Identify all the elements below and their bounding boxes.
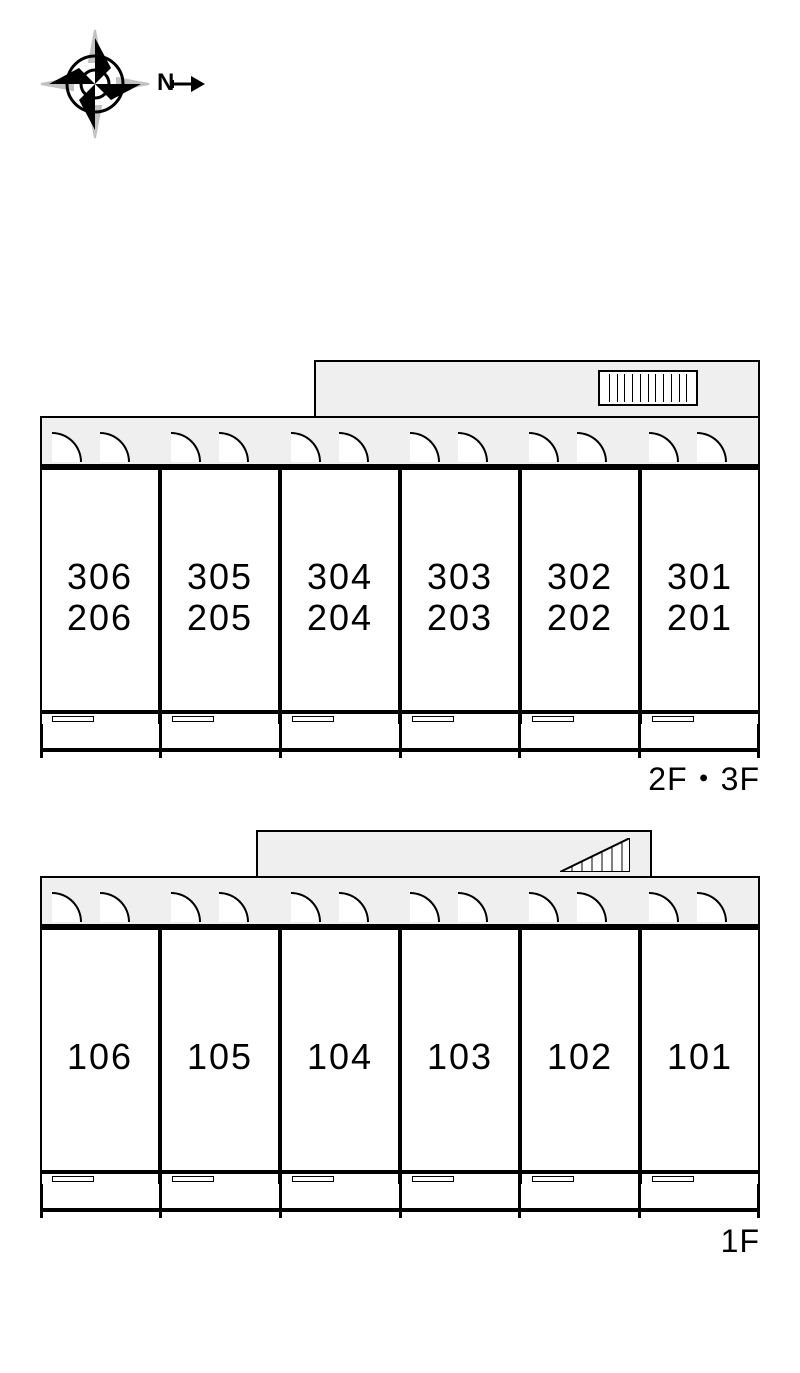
unit-number: 301 <box>667 556 733 597</box>
floor-label-upper: 2F・3F <box>648 754 760 800</box>
compass-svg: N <box>35 24 205 154</box>
unit-number: 204 <box>307 597 373 638</box>
door-arc <box>339 892 369 922</box>
door-arc <box>458 892 488 922</box>
unit-number: 103 <box>427 1036 493 1077</box>
door-arc <box>649 892 679 922</box>
compass: N <box>35 24 205 159</box>
unit-number: 201 <box>667 597 733 638</box>
unit-number: 304 <box>307 556 373 597</box>
units-row-lower: 106 105 104 103 102 101 <box>40 924 760 1184</box>
unit-105: 105 <box>162 924 282 1184</box>
door-arc <box>697 892 727 922</box>
unit-number: 101 <box>667 1036 733 1077</box>
unit-306-206: 306 206 <box>42 464 162 724</box>
units-row-upper: 306 206 305 205 304 204 303 203 302 202 … <box>40 464 760 724</box>
unit-number: 306 <box>67 556 133 597</box>
door-arc <box>697 432 727 462</box>
topbar-lower <box>40 830 760 876</box>
door-arc <box>100 432 130 462</box>
door-arc <box>339 432 369 462</box>
north-arrow: N <box>157 69 205 96</box>
door-arc <box>171 432 201 462</box>
door-arc <box>100 892 130 922</box>
unit-301-201: 301 201 <box>642 464 758 724</box>
stair-upper <box>598 370 698 406</box>
unit-number: 203 <box>427 597 493 638</box>
unit-number: 106 <box>67 1036 133 1077</box>
unit-304-204: 304 204 <box>282 464 402 724</box>
corridor-lower <box>40 876 760 924</box>
stair-lower <box>560 838 630 872</box>
door-arc <box>52 432 82 462</box>
topbar-upper <box>40 360 760 416</box>
door-arc <box>52 892 82 922</box>
door-arc <box>529 892 559 922</box>
stair-lines-upper <box>602 374 694 402</box>
door-row-upper <box>42 418 758 464</box>
unit-number: 205 <box>187 597 253 638</box>
door-arc <box>291 892 321 922</box>
unit-302-202: 302 202 <box>522 464 642 724</box>
door-arc <box>458 432 488 462</box>
unit-number: 104 <box>307 1036 373 1077</box>
door-arc <box>410 892 440 922</box>
unit-number: 302 <box>547 556 613 597</box>
rail-lower <box>40 1184 760 1220</box>
door-arc <box>171 892 201 922</box>
floorplan-1f: 106 105 104 103 102 101 1F <box>40 830 760 1220</box>
unit-104: 104 <box>282 924 402 1184</box>
door-row-lower <box>42 878 758 924</box>
unit-number: 206 <box>67 597 133 638</box>
door-arc <box>410 432 440 462</box>
door-arc <box>529 432 559 462</box>
unit-103: 103 <box>402 924 522 1184</box>
setback-lower <box>256 830 652 876</box>
unit-number: 303 <box>427 556 493 597</box>
unit-305-205: 305 205 <box>162 464 282 724</box>
unit-number: 305 <box>187 556 253 597</box>
door-arc <box>291 432 321 462</box>
floorplan-2f-3f: 306 206 305 205 304 204 303 203 302 202 … <box>40 360 760 760</box>
unit-number: 102 <box>547 1036 613 1077</box>
setback-upper <box>314 360 760 416</box>
unit-106: 106 <box>42 924 162 1184</box>
unit-101: 101 <box>642 924 758 1184</box>
floor-label-lower: 1F <box>721 1223 760 1260</box>
door-arc <box>219 432 249 462</box>
unit-number: 105 <box>187 1036 253 1077</box>
door-arc <box>649 432 679 462</box>
compass-n: N <box>157 69 174 96</box>
door-arc <box>577 432 607 462</box>
unit-303-203: 303 203 <box>402 464 522 724</box>
unit-number: 202 <box>547 597 613 638</box>
door-arc <box>577 892 607 922</box>
corridor-upper <box>40 416 760 464</box>
unit-102: 102 <box>522 924 642 1184</box>
door-arc <box>219 892 249 922</box>
